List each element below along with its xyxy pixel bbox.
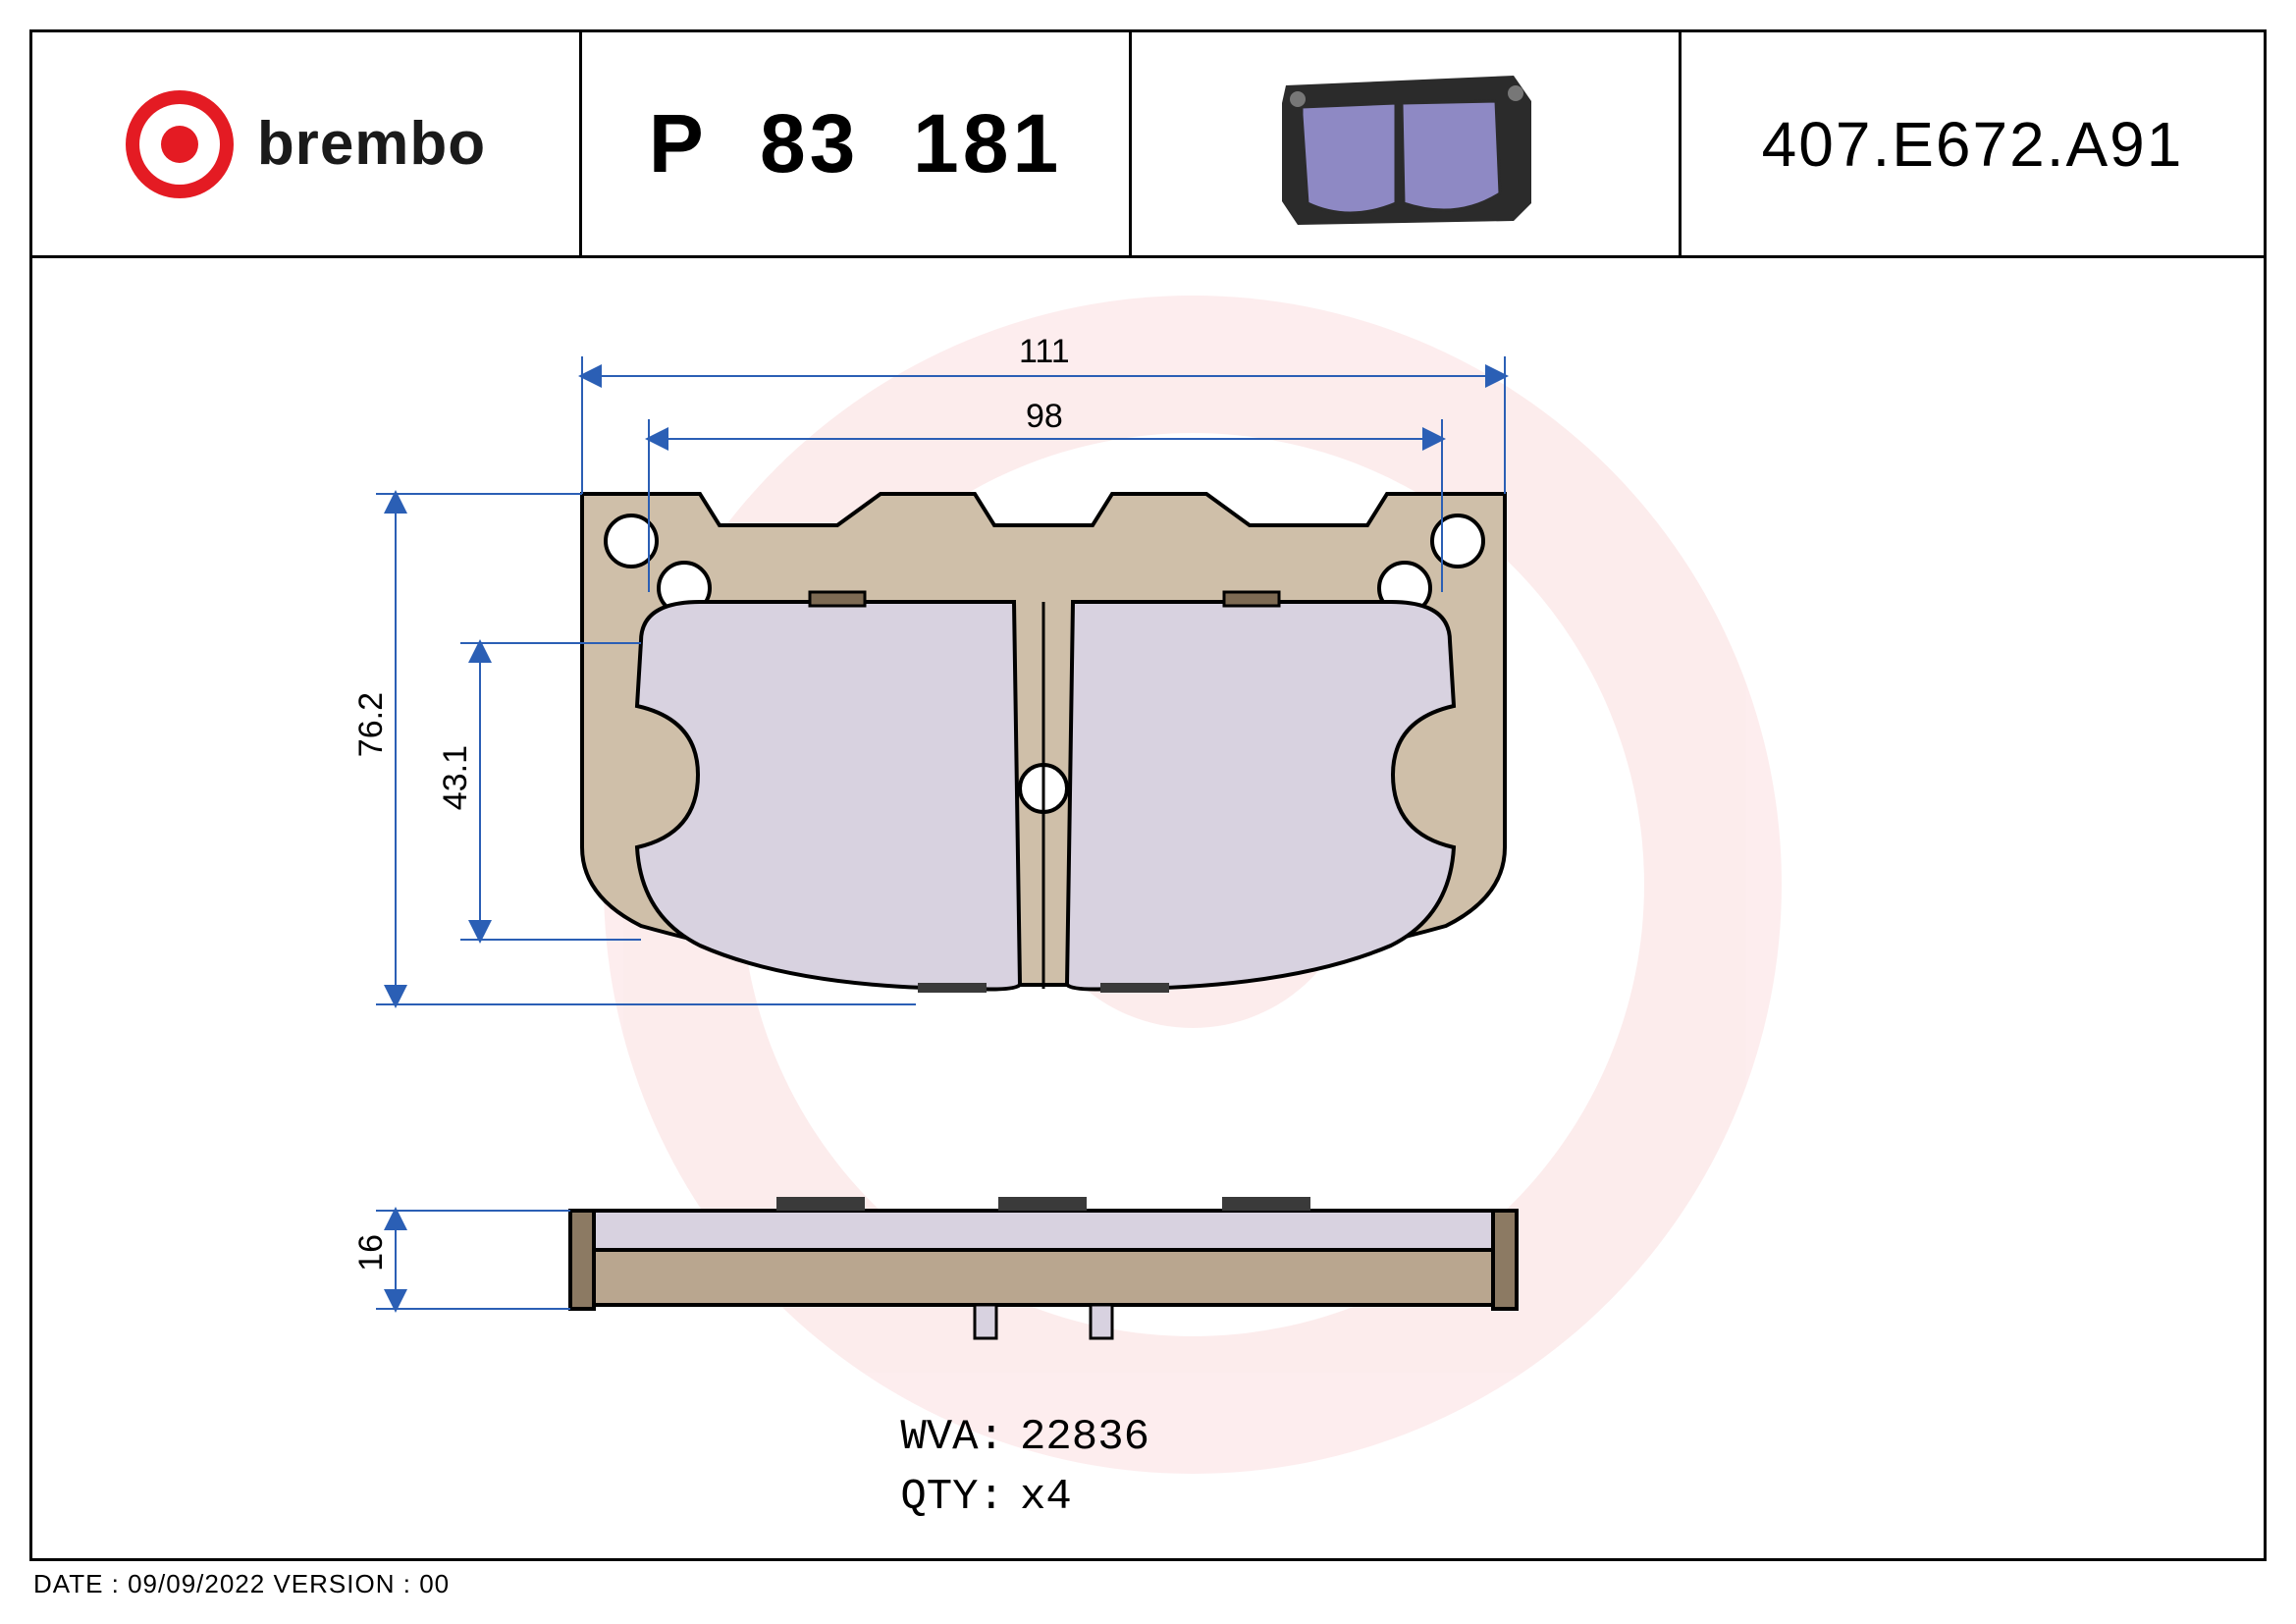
dim-value-height-outer: 76.2 (352, 692, 391, 757)
brembo-logo: brembo (126, 90, 486, 198)
dim-value-thickness: 16 (352, 1234, 391, 1272)
technical-drawing: 111 98 76.2 43.1 16 (288, 298, 1858, 1544)
footer-date: 09/09/2022 (128, 1569, 265, 1598)
part-number-cell: P 83 181 (582, 32, 1132, 255)
part-number: P 83 181 (649, 96, 1062, 191)
dim-value-width-inner: 98 (1026, 398, 1063, 436)
dim-thickness (376, 1211, 570, 1309)
qty-value: x4 (1020, 1468, 1072, 1529)
footer: DATE : 09/09/2022 VERSION : 00 (33, 1569, 450, 1599)
dim-value-width-outer: 111 (1019, 333, 1070, 371)
drawing-svg (288, 298, 1858, 1544)
info-block: WVA: 22836 QTY: x4 (896, 1408, 1149, 1529)
front-view (582, 494, 1505, 993)
wva-row: WVA: 22836 (896, 1408, 1149, 1469)
dim-value-height-inner: 43.1 (437, 745, 475, 810)
side-view (570, 1197, 1517, 1338)
footer-version: 00 (419, 1569, 450, 1598)
footer-date-label: DATE : (33, 1569, 120, 1598)
wva-value: 22836 (1020, 1408, 1149, 1469)
header-row: brembo P 83 181 407.E672.A91 (32, 32, 2264, 258)
drawing-area: 111 98 76.2 43.1 16 WVA: 22836 QTY: x4 (32, 258, 2264, 1558)
brake-pad-thumbnail-icon (1268, 56, 1543, 233)
logo-cell: brembo (32, 32, 582, 255)
page-frame: brembo P 83 181 407.E672.A91 (29, 29, 2267, 1561)
ref-code-cell: 407.E672.A91 (1682, 32, 2264, 255)
wva-label: WVA: (896, 1408, 1004, 1469)
thumbnail-cell (1132, 32, 1682, 255)
brand-name: brembo (257, 109, 486, 179)
ref-code: 407.E672.A91 (1762, 108, 2184, 181)
qty-row: QTY: x4 (896, 1468, 1149, 1529)
brembo-disc-icon (126, 90, 234, 198)
footer-version-label: VERSION : (273, 1569, 410, 1598)
qty-label: QTY: (896, 1468, 1004, 1529)
